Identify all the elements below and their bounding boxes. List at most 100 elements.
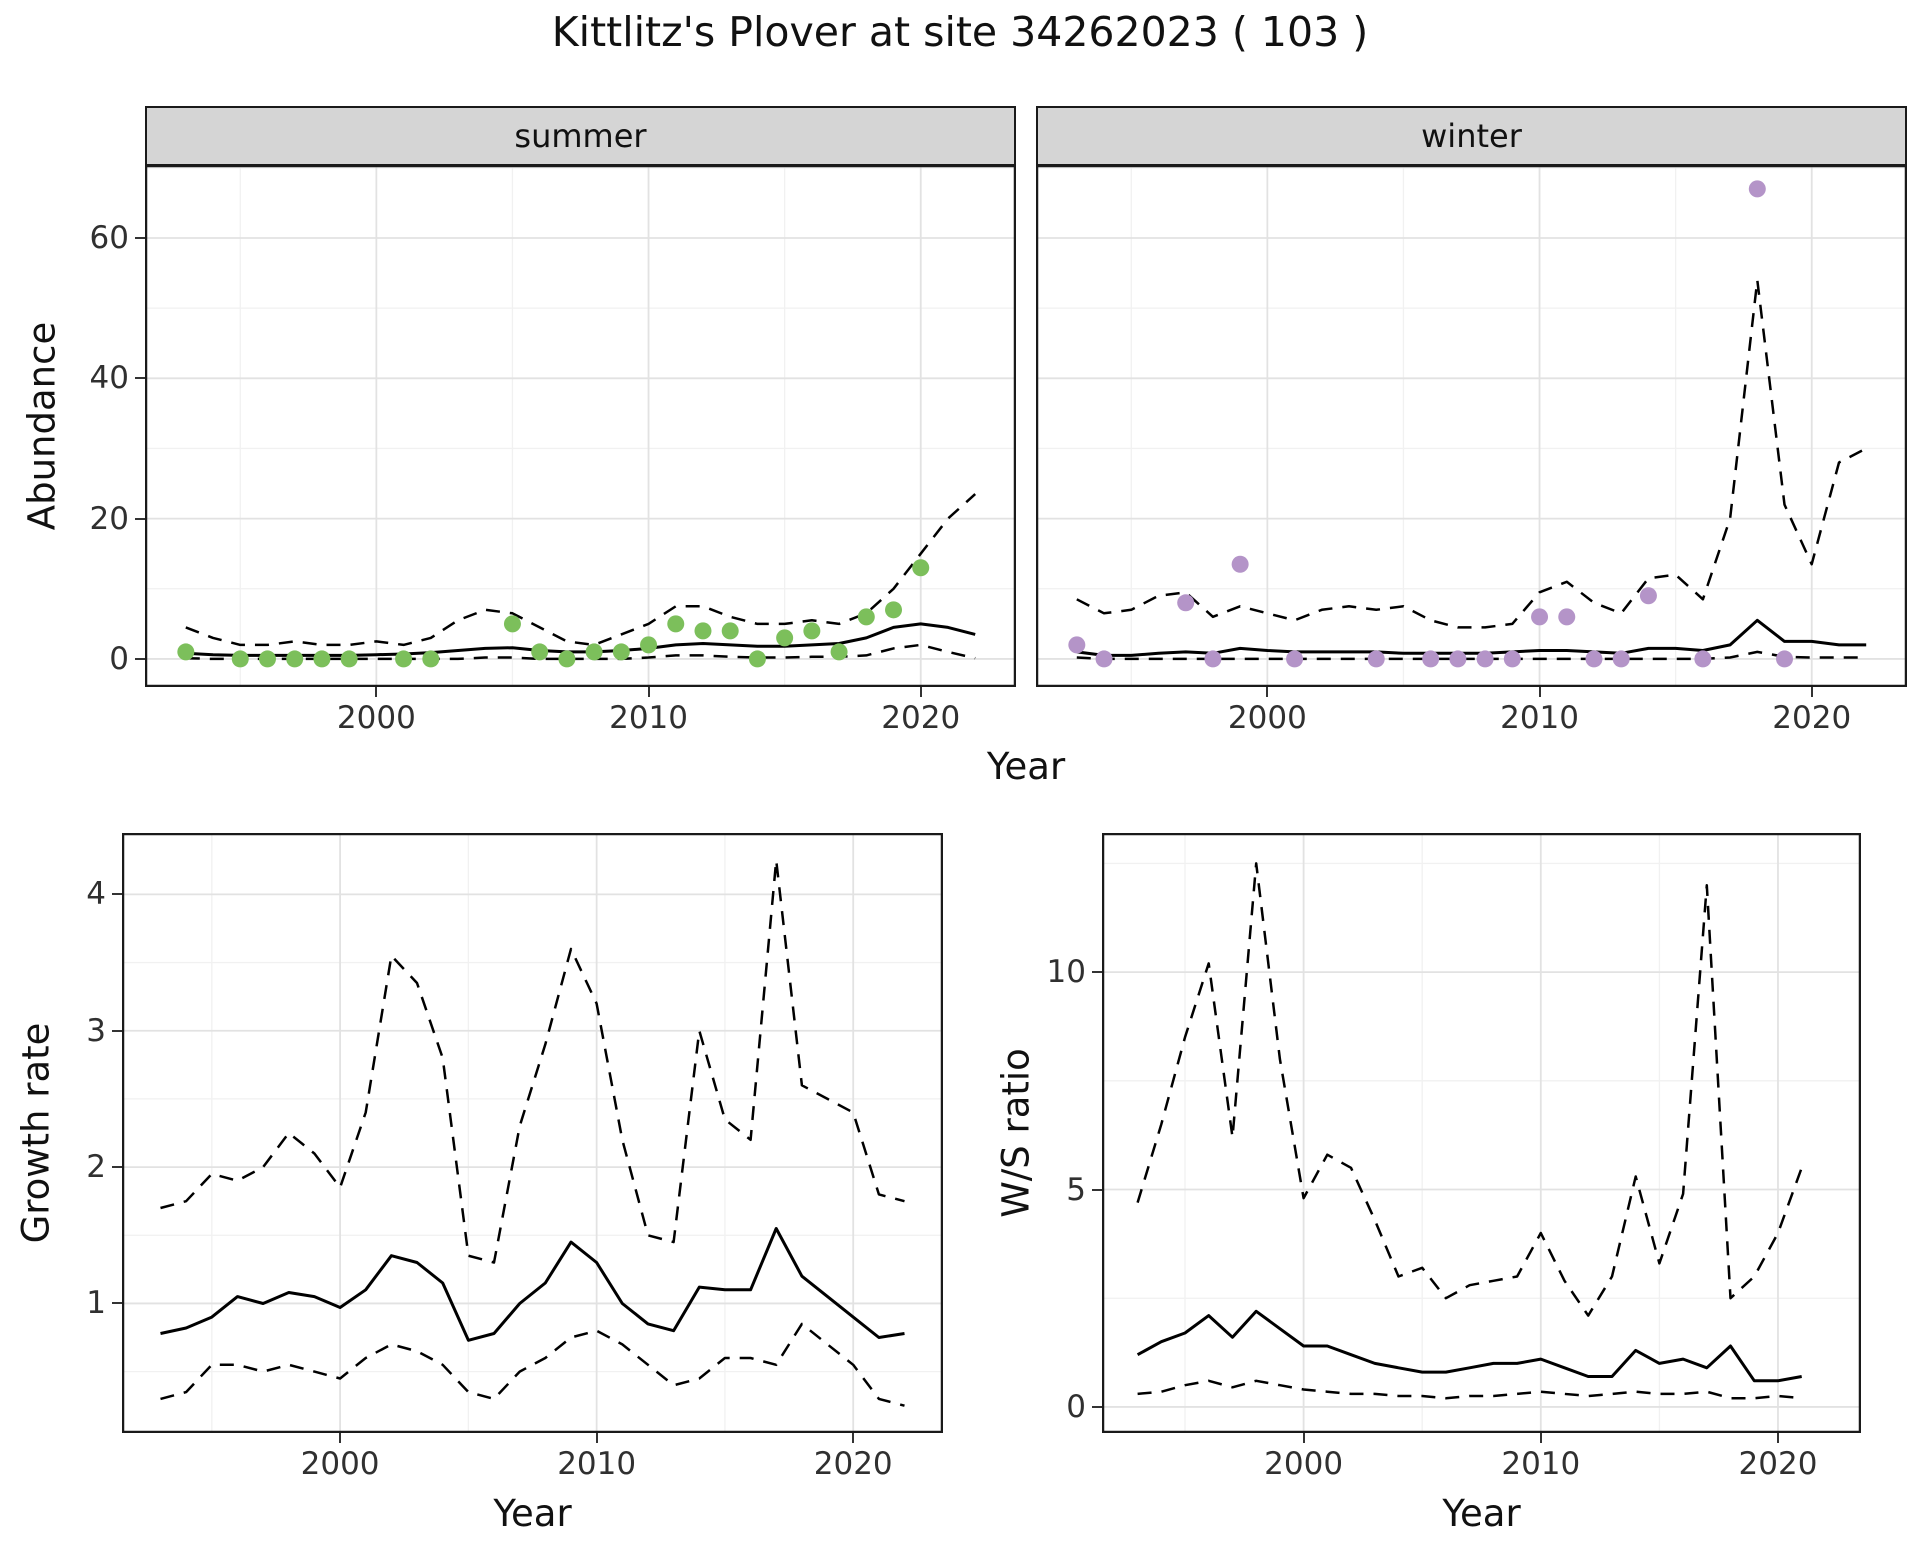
- abundance-summer-data-point: [830, 643, 848, 661]
- y-tick-label: 4: [86, 876, 106, 913]
- abundance-summer-panel: 2000 2010 2020 0 20 40 60: [90, 165, 1016, 734]
- y-tick-mark: [135, 517, 145, 520]
- abundance-summer-data-point: [694, 622, 712, 640]
- y-tick-label: 0: [109, 640, 129, 677]
- ws-ratio-lower-ci-line: [1137, 1379, 1802, 1400]
- abundance-winter-data-point: [1776, 650, 1794, 668]
- x-tick-mark: [1539, 1433, 1542, 1443]
- x-tick-mark: [919, 687, 922, 697]
- x-tick-label: 2000: [336, 700, 416, 736]
- x-tick-label: 2020: [1772, 700, 1852, 736]
- y-tick-mark: [1092, 1405, 1102, 1408]
- chart-title: Kittlitz's Plover at site 34262023 ( 103…: [551, 8, 1369, 56]
- abundance-winter-data-point: [1639, 587, 1657, 605]
- abundance-winter-data-point: [1503, 650, 1521, 668]
- abundance-winter-data-point: [1286, 650, 1304, 668]
- abundance-summer-data-point: [885, 601, 903, 619]
- y-tick-mark: [1092, 1188, 1102, 1191]
- y-tick-label: 3: [86, 1012, 106, 1049]
- abundance-winter-plot: [1036, 165, 1907, 687]
- abundance-summer-data-point: [286, 650, 304, 668]
- abundance-winter-data-point: [1694, 650, 1712, 668]
- abundance-summer-data-point: [558, 650, 576, 668]
- x-tick-label: 2010: [557, 1446, 637, 1482]
- x-tick-mark: [647, 687, 650, 697]
- y-tick-mark: [112, 1166, 122, 1169]
- abundance-winter-data-point: [1422, 650, 1440, 668]
- abundance-winter-data-point: [1231, 555, 1249, 573]
- abundance-summer-data-point: [857, 608, 875, 626]
- abundance-summer-data-point: [422, 650, 440, 668]
- abundance-winter-data-point: [1558, 608, 1576, 626]
- y-tick-label: 20: [89, 500, 129, 537]
- abundance-summer-data-point: [231, 650, 249, 668]
- growth-rate-upper-ci-line: [160, 859, 905, 1264]
- x-tick-mark: [339, 1433, 342, 1443]
- year-axis-label-ws: Year: [1442, 1492, 1521, 1535]
- growth-rate-panel: 2000 2010 2020 1 2 3 4: [86, 833, 943, 1480]
- x-tick-mark: [1776, 1433, 1779, 1443]
- abundance-summer-data-point: [585, 643, 603, 661]
- abundance-winter-data-point: [1204, 650, 1222, 668]
- facet-strip-summer: summer: [145, 106, 1016, 166]
- abundance-winter-data-point: [1476, 650, 1494, 668]
- x-tick-mark: [1538, 687, 1541, 697]
- abundance-summer-data-point: [748, 650, 766, 668]
- x-tick-label: 2000: [1264, 1446, 1344, 1482]
- abundance-summer-data-point: [313, 650, 331, 668]
- y-tick-label: 0: [1066, 1388, 1086, 1425]
- ws-ratio-upper-ci-line: [1136, 862, 1803, 1317]
- x-tick-mark: [595, 1433, 598, 1443]
- y-tick-mark: [112, 1029, 122, 1032]
- y-tick-label: 2: [86, 1149, 106, 1186]
- abundance-summer-data-point: [531, 643, 549, 661]
- x-tick-mark: [375, 687, 378, 697]
- y-tick-mark: [135, 657, 145, 660]
- abundance-summer-data-point: [503, 615, 521, 633]
- ws-ratio-fit-line: [1136, 1309, 1802, 1383]
- abundance-summer-data-point: [177, 643, 195, 661]
- y-tick-label: 60: [89, 219, 129, 256]
- y-tick-label: 10: [1046, 954, 1086, 991]
- x-tick-mark: [1810, 687, 1813, 697]
- y-tick-label: 1: [86, 1285, 106, 1322]
- year-axis-label-growth: Year: [493, 1492, 572, 1535]
- x-tick-label: 2020: [813, 1446, 893, 1482]
- abundance-winter-upper-ci-line: [1076, 278, 1867, 629]
- abundance-summer-data-point: [721, 622, 739, 640]
- abundance-winter-data-point: [1095, 650, 1113, 668]
- abundance-summer-data-point: [258, 650, 276, 668]
- abundance-axis-label: Abundance: [20, 321, 64, 531]
- abundance-winter-data-point: [1585, 650, 1603, 668]
- x-tick-mark: [852, 1433, 855, 1443]
- x-tick-label: 2010: [1500, 700, 1579, 736]
- y-tick-label: 5: [1066, 1171, 1086, 1208]
- x-tick-label: 2010: [609, 700, 688, 736]
- x-tick-label: 2000: [1227, 700, 1307, 736]
- growth-rate-plot: [122, 833, 943, 1433]
- ws-ratio-panel: 2000 2010 2020 0 5 10: [1047, 833, 1861, 1480]
- y-tick-mark: [1092, 971, 1102, 974]
- abundance-summer-data-point: [912, 559, 930, 577]
- abundance-summer-data-point: [340, 650, 358, 668]
- year-axis-label-top: Year: [986, 745, 1066, 788]
- ws-ratio-plot: [1102, 833, 1861, 1433]
- abundance-winter-data-point: [1367, 650, 1385, 668]
- y-tick-mark: [112, 893, 122, 896]
- abundance-summer-data-point: [776, 629, 794, 647]
- abundance-summer-data-point: [803, 622, 821, 640]
- y-tick-mark: [135, 377, 145, 380]
- x-tick-mark: [1266, 687, 1269, 697]
- abundance-winter-panel: 2000 2010 2020: [1036, 165, 1907, 734]
- abundance-winter-data-point: [1449, 650, 1467, 668]
- x-tick-label: 2010: [1501, 1446, 1581, 1482]
- abundance-summer-plot: [145, 165, 1016, 687]
- growth-rate-fit-line: [160, 1227, 905, 1342]
- abundance-summer-upper-ci-line: [185, 493, 977, 647]
- abundance-summer-data-point: [667, 615, 685, 633]
- x-tick-mark: [1302, 1433, 1305, 1443]
- y-tick-mark: [135, 236, 145, 239]
- abundance-winter-data-point: [1177, 594, 1195, 612]
- facet-strip-winter: winter: [1036, 106, 1907, 166]
